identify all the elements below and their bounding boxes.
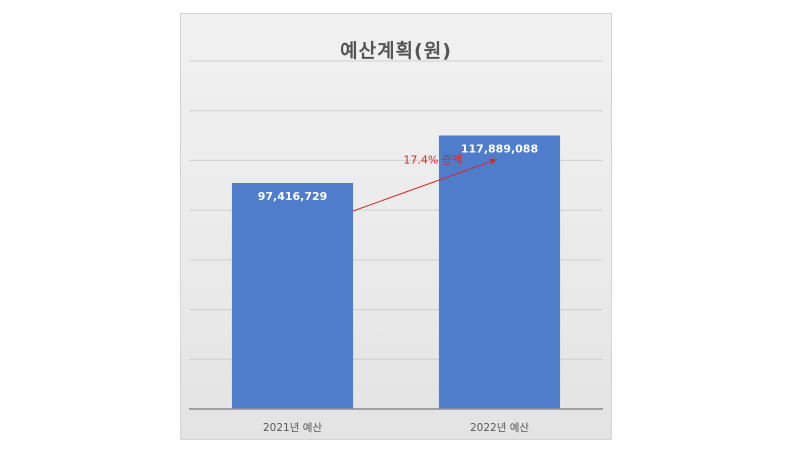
growth-annotation: 17.4% 증액 — [352, 153, 498, 212]
data-label-1: 97,416,729 — [258, 190, 328, 203]
growth-arrow — [352, 158, 498, 212]
data-labels: 97,416,729 117,889,088 — [258, 142, 538, 202]
bar-2 — [438, 135, 561, 409]
bar-1 — [231, 182, 354, 409]
data-label-2: 117,889,088 — [461, 142, 538, 155]
growth-annotation-label: 17.4% 증액 — [403, 153, 462, 166]
x-tick-label-2: 2022년 예산 — [470, 421, 529, 434]
x-axis: 2021년 예산 2022년 예산 — [189, 408, 603, 434]
chart-panel: 예산계획(원) 2021년 예산 2022년 예산 97,416,729 117,8… — [180, 13, 612, 440]
x-tick-label-1: 2021년 예산 — [263, 421, 322, 434]
bar-chart-plot: 2021년 예산 2022년 예산 97,416,729 117,889,088 1… — [189, 60, 603, 434]
chart-title: 예산계획(원) — [340, 40, 452, 62]
bars — [231, 135, 561, 409]
